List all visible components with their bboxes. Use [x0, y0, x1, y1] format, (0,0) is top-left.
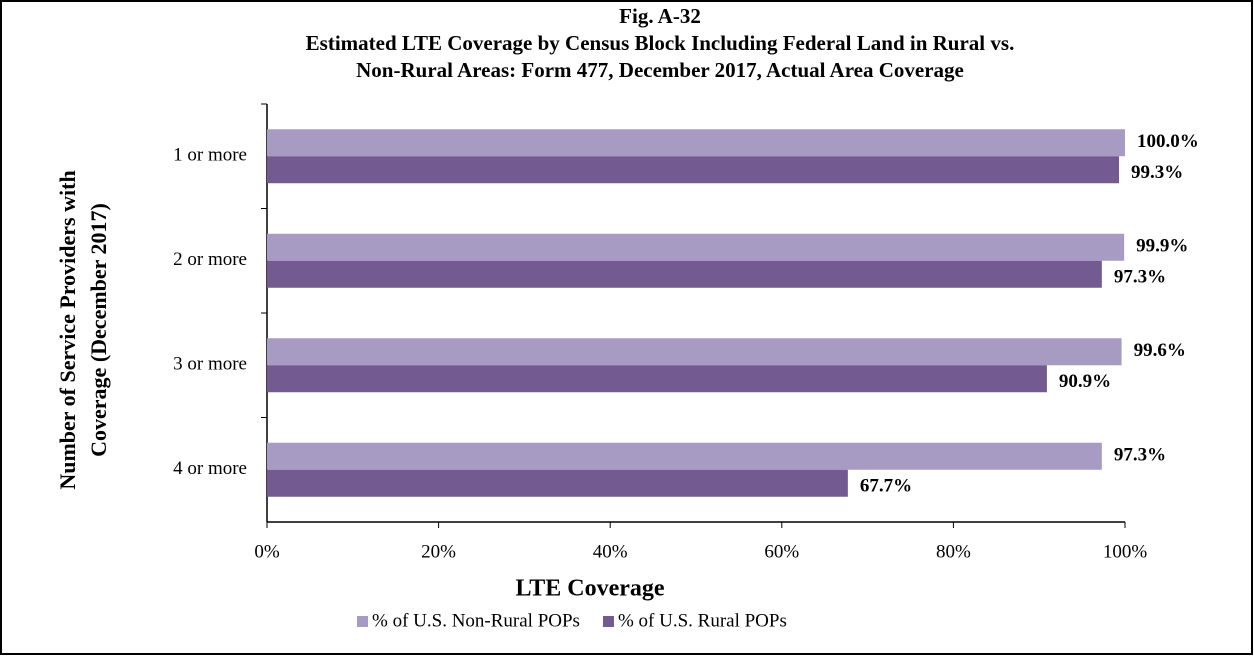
chart-subtitle: Non-Rural Areas: Form 477, December 2017… — [356, 58, 964, 82]
value-label: 99.6% — [1134, 340, 1186, 361]
y-tick-label: 3 or more — [173, 354, 247, 375]
chart-title: Fig. A-32 — [619, 4, 701, 28]
x-tick-label: 20% — [421, 541, 456, 562]
value-label: 99.3% — [1131, 162, 1183, 183]
y-tick-label: 1 or more — [173, 145, 247, 166]
y-axis-title: Number of Service Providers with — [55, 170, 80, 489]
x-tick-label: 60% — [764, 541, 799, 562]
y-axis-title: Coverage (December 2017) — [86, 203, 111, 457]
legend-label: % of U.S. Non-Rural POPs — [372, 610, 580, 631]
x-tick-label: 0% — [254, 541, 280, 562]
value-label: 100.0% — [1137, 131, 1199, 152]
bar — [267, 156, 1119, 184]
value-label: 90.9% — [1059, 371, 1111, 392]
y-tick-label: 2 or more — [173, 249, 247, 270]
bar — [267, 365, 1047, 393]
bar — [267, 233, 1125, 261]
legend-swatch — [357, 616, 368, 627]
bar — [267, 129, 1125, 157]
legend-swatch — [602, 616, 614, 627]
x-axis-title: LTE Coverage — [515, 576, 664, 602]
value-label: 97.3% — [1114, 445, 1166, 466]
value-label: 97.3% — [1114, 267, 1166, 288]
bar — [267, 469, 848, 497]
value-label: 99.9% — [1136, 236, 1188, 257]
chart-subtitle: Estimated LTE Coverage by Census Block I… — [306, 31, 1015, 55]
bar — [267, 260, 1102, 288]
x-tick-label: 100% — [1103, 541, 1148, 562]
bar — [267, 442, 1102, 470]
legend-label: % of U.S. Rural POPs — [618, 610, 787, 631]
bar — [267, 338, 1122, 366]
x-tick-label: 40% — [593, 541, 628, 562]
value-label: 67.7% — [860, 476, 912, 497]
y-tick-label: 4 or more — [173, 458, 247, 479]
x-tick-label: 80% — [936, 541, 971, 562]
